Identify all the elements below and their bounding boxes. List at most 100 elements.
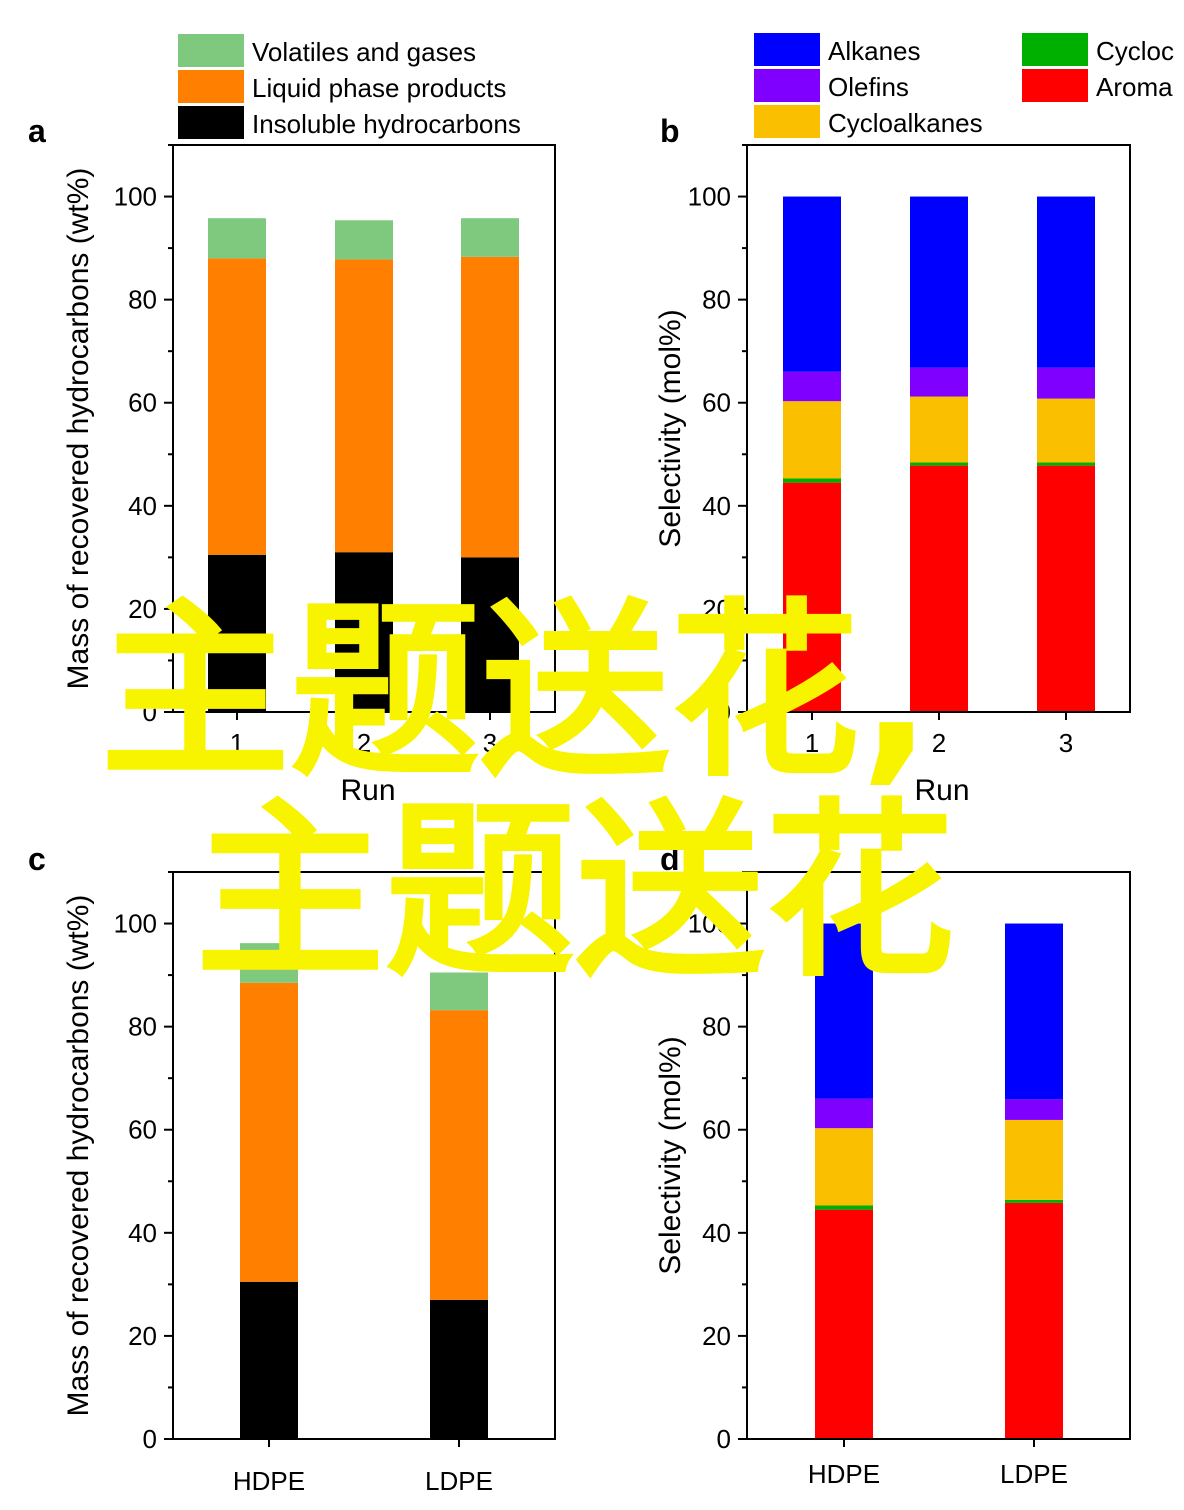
y-tick-label-d: 20 — [702, 1321, 731, 1351]
y-tick-label-b: 0 — [717, 697, 731, 727]
y-tick-label-d: 80 — [702, 1012, 731, 1042]
bar-a-1-volatiles — [208, 218, 266, 259]
bar-b-3-aromatics — [1037, 465, 1095, 712]
y-tick-label-b: 60 — [702, 388, 731, 418]
legend-swatch-liquid — [178, 70, 244, 103]
bar-c-LDPE-insoluble — [430, 1299, 488, 1439]
legend-swatch-olefins — [754, 69, 820, 102]
y-tick-label-a: 40 — [128, 491, 157, 521]
legend-label: Alkanes — [828, 36, 921, 66]
bar-b-2-aromatics — [910, 465, 968, 712]
x-tick-label-d: HDPE — [808, 1459, 880, 1489]
legend-swatch-insoluble — [178, 106, 244, 139]
panel-label-a: a — [28, 113, 46, 149]
bar-d-LDPE-cycloalkanes — [1005, 1119, 1063, 1200]
bar-b-3-olefins — [1037, 367, 1095, 399]
bar-c-HDPE-liquid — [240, 982, 298, 1282]
bar-a-3-insoluble — [461, 557, 519, 712]
bar-d-HDPE-cyclo_green — [815, 1205, 873, 1210]
x-tick-label-c: HDPE — [233, 1466, 305, 1496]
bar-a-1-liquid — [208, 258, 266, 555]
chart-panel-d: 0 20 40 60 80 100 HDPE LDPE Selectivity (mol%) d — [654, 841, 1131, 1489]
y-tick-label-d: 40 — [702, 1218, 731, 1248]
y-tick-label-d: 100 — [688, 909, 731, 939]
x-tick-label-d: LDPE — [1000, 1459, 1068, 1489]
watermark-line-2: 主题送花 — [195, 782, 955, 1003]
y-tick-label-a: 20 — [128, 594, 157, 624]
bar-b-3-alkanes — [1037, 196, 1095, 368]
y-axis-title-b: Selectivity (mol%) — [654, 309, 687, 547]
bar-c-LDPE-volatiles — [430, 972, 488, 1011]
x-axis-title-a: Run — [340, 774, 395, 807]
legend-label: Volatiles and gases — [252, 37, 476, 67]
x-tick-label-a: 3 — [483, 728, 497, 758]
bar-b-2-olefins — [910, 367, 968, 397]
bar-d-LDPE-aromatics — [1005, 1202, 1063, 1439]
bar-d-HDPE-alkanes — [815, 923, 873, 1099]
bar-c-HDPE-insoluble — [240, 1281, 298, 1439]
legend-label: Liquid phase products — [252, 73, 506, 103]
watermark-line-1: 主题送花, — [100, 582, 932, 803]
legend-swatch-cyclo_green — [1022, 33, 1088, 66]
legend-swatch-aromatics — [1022, 69, 1088, 102]
y-tick-label-a: 80 — [128, 285, 157, 315]
bar-a-2-volatiles — [335, 220, 393, 260]
x-tick-label-b: 1 — [805, 728, 819, 758]
bar-d-LDPE-alkanes — [1005, 923, 1063, 1100]
plot-frame-c — [172, 871, 556, 1440]
x-tick-label-a: 1 — [230, 728, 244, 758]
x-tick-label-a: 2 — [357, 728, 371, 758]
y-tick-label-c: 100 — [114, 909, 157, 939]
x-tick-label-b: 3 — [1059, 728, 1073, 758]
chart-panel-a: 0 20 40 60 80 100 1 2 3 Run Mass of recovered hydr… — [28, 113, 556, 807]
y-tick-label-c: 80 — [128, 1012, 157, 1042]
y-tick-label-b: 100 — [688, 182, 731, 212]
y-tick-label-b: 40 — [702, 491, 731, 521]
chart-panel-c: 0 20 40 60 80 100 HDPE LDPE Mass of recovered hy… — [28, 841, 556, 1496]
bar-b-3-cycloalkanes — [1037, 398, 1095, 463]
y-tick-label-c: 0 — [143, 1424, 157, 1454]
y-tick-label-b: 80 — [702, 285, 731, 315]
bar-b-1-cyclo_green — [783, 478, 841, 483]
bar-b-1-alkanes — [783, 196, 841, 372]
bar-a-1-insoluble — [208, 554, 266, 712]
bar-d-HDPE-olefins — [815, 1098, 873, 1129]
bar-b-1-cycloalkanes — [783, 401, 841, 479]
y-tick-label-b: 20 — [702, 594, 731, 624]
panel-label-b: b — [660, 113, 680, 149]
panel-label-d: d — [660, 841, 680, 877]
watermark: 主题送花, 主题送花 — [100, 582, 955, 1003]
legend-label: Olefins — [828, 72, 909, 102]
legend-swatch-volatiles — [178, 34, 244, 67]
y-axis-title-c: Mass of recovered hydrocarbons (wt%) — [62, 895, 95, 1417]
y-tick-label-a: 100 — [114, 182, 157, 212]
y-tick-label-c: 20 — [128, 1321, 157, 1351]
y-axis-title-d: Selectivity (mol%) — [654, 1036, 687, 1274]
legend-label: Cycloalkanes — [828, 108, 983, 138]
legend-a: Volatiles and gases Liquid phase products… — [178, 34, 521, 139]
x-tick-label-b: 2 — [932, 728, 946, 758]
legend-label: Insoluble hydrocarbons — [252, 109, 521, 139]
bar-c-LDPE-liquid — [430, 1010, 488, 1300]
bar-c-HDPE-volatiles — [240, 943, 298, 983]
bar-b-3-cyclo_green — [1037, 462, 1095, 466]
x-axis-title-b: Run — [914, 774, 969, 807]
plot-frame-d — [746, 871, 1131, 1440]
bar-b-2-alkanes — [910, 196, 968, 368]
y-tick-label-a: 60 — [128, 388, 157, 418]
chart-panel-b: 0 20 40 60 80 100 1 2 3 Run Selectivity (mol%) b — [654, 113, 1131, 807]
bar-d-LDPE-olefins — [1005, 1099, 1063, 1120]
legend-swatch-cycloalkanes — [754, 105, 820, 138]
y-tick-label-c: 40 — [128, 1218, 157, 1248]
x-tick-label-c: LDPE — [425, 1466, 493, 1496]
panel-label-c: c — [28, 841, 46, 877]
legend-label: Cycloc — [1096, 36, 1174, 66]
bar-a-2-liquid — [335, 259, 393, 553]
bar-b-1-aromatics — [783, 482, 841, 712]
bar-a-3-liquid — [461, 256, 519, 558]
bar-d-HDPE-aromatics — [815, 1209, 873, 1439]
y-axis-title-a: Mass of recovered hydrocarbons (wt%) — [62, 168, 95, 690]
legend-b: Alkanes Olefins Cycloalkanes Cycloc Aroma — [754, 33, 1174, 138]
y-tick-label-d: 0 — [717, 1424, 731, 1454]
